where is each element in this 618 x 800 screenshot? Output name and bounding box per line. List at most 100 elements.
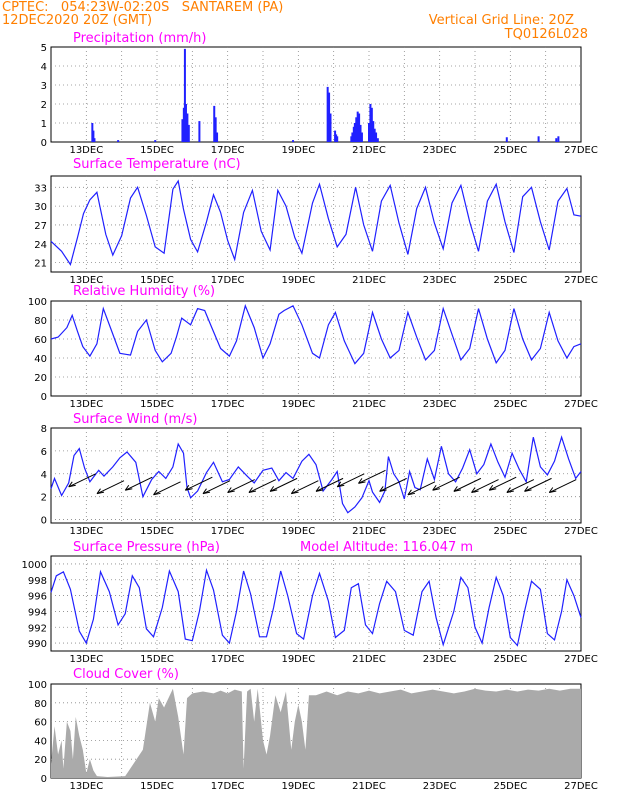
temperature-frame [50, 175, 582, 273]
pressure-xtick-label: 25DEC [493, 654, 527, 665]
humidity-xtick-label: 25DEC [493, 399, 527, 410]
wind-vector-head [453, 486, 461, 492]
precipitation-bar [326, 86, 329, 142]
wind-vector-head [290, 488, 299, 495]
precipitation-bar [198, 121, 201, 142]
humidity-frame [50, 300, 582, 397]
wind-vector-head [202, 488, 211, 495]
precipitation-frame [50, 46, 582, 143]
precipitation-xtick-label: 25DEC [493, 145, 527, 156]
precipitation-bar [292, 140, 295, 142]
precipitation-ytick-label: 1 [41, 119, 47, 130]
wind-vector-head [248, 487, 257, 494]
temperature-ytick-label: 21 [34, 259, 47, 270]
precipitation-bar [351, 132, 354, 142]
wind-vector [337, 473, 365, 488]
precipitation-xtick-label: 27DEC [564, 145, 598, 156]
pressure-ytick-label: 998 [28, 576, 47, 587]
precipitation-bar [356, 111, 359, 142]
precipitation-bar [355, 117, 358, 142]
cloud-xtick-label: 27DEC [564, 781, 598, 792]
cloud-ytick-label: 0 [41, 774, 47, 785]
wind-vector-head [432, 484, 440, 491]
wind-vector [202, 480, 231, 495]
pressure-ytick-label: 990 [28, 639, 47, 650]
cloud-xtick-label: 17DEC [211, 781, 245, 792]
precipitation-xtick-label: 19DEC [281, 145, 315, 156]
precipitation-bar [373, 128, 376, 142]
temperature-line [50, 179, 582, 266]
temperature-xtick-label: 19DEC [281, 275, 315, 286]
wind-vector-head [124, 484, 133, 491]
pressure-xtick-label: 23DEC [423, 654, 457, 665]
humidity-xtick-label: 15DEC [140, 399, 174, 410]
wind-line [50, 435, 582, 514]
wind-vector [248, 479, 277, 493]
precipitation-bar [358, 113, 361, 142]
pressure-xtick-label: 17DEC [211, 654, 245, 665]
wind-vector [453, 477, 482, 492]
wind-vector-head [548, 487, 557, 494]
pressure-frame [50, 555, 582, 652]
humidity-ytick-label: 80 [34, 316, 47, 327]
wind-vector-head [227, 487, 235, 494]
run-time-line: 12DEC2020 20Z (GMT) [2, 13, 153, 28]
pressure-title: Surface Pressure (hPa) [73, 540, 220, 555]
pressure-ytick-label: 992 [28, 623, 47, 634]
precipitation-bar [187, 124, 190, 142]
pressure-annotation: Model Altitude: 116.047 m [300, 540, 473, 555]
cloud-xtick-label: 13DEC [69, 781, 103, 792]
wind-vector-head [315, 486, 324, 492]
precipitation-bar [375, 132, 378, 142]
precipitation-bar [335, 134, 338, 142]
temperature-xtick-label: 21DEC [352, 275, 386, 286]
wind-xtick-label: 23DEC [423, 526, 457, 537]
product-code: TQ0126L028 [504, 27, 588, 42]
precipitation-ytick-label: 0 [41, 138, 47, 149]
pressure-xtick-label: 13DEC [69, 654, 103, 665]
pressure-xtick-label: 27DEC [564, 654, 598, 665]
cloud-ytick-label: 60 [34, 718, 47, 729]
humidity-ytick-label: 0 [41, 392, 47, 403]
temperature-xtick-label: 13DEC [69, 275, 103, 286]
wind-vector-head [269, 486, 278, 492]
wind-vector-head [68, 481, 76, 488]
precipitation-bar [183, 48, 186, 142]
humidity-xtick-label: 17DEC [211, 399, 245, 410]
precipitation-xtick-label: 21DEC [352, 145, 386, 156]
wind-vector [291, 480, 319, 495]
humidity-title: Relative Humidity (%) [73, 284, 215, 299]
precipitation-bar [214, 117, 217, 142]
cloud-xtick-label: 23DEC [423, 781, 457, 792]
wind-vector [185, 476, 213, 491]
precipitation-ytick-label: 4 [41, 62, 47, 73]
wind-vector [227, 479, 255, 493]
wind-xtick-label: 13DEC [69, 526, 103, 537]
precipitation-title: Precipitation (mm/h) [73, 31, 206, 46]
wind-xtick-label: 25DEC [493, 526, 527, 537]
precipitation-bar [334, 130, 337, 142]
precipitation-bar [555, 138, 558, 142]
wind-vector [358, 469, 386, 484]
humidity-ytick-label: 20 [34, 373, 47, 384]
wind-vector-head [471, 487, 479, 494]
wind-vector-head [506, 487, 514, 494]
cloud-title: Cloud Cover (%) [73, 667, 179, 682]
cloud-xtick-label: 25DEC [493, 781, 527, 792]
precipitation-bar [184, 104, 187, 142]
wind-vector [153, 481, 181, 496]
temperature-xtick-label: 17DEC [211, 275, 245, 286]
humidity-ytick-label: 60 [34, 335, 47, 346]
pressure-ytick-label: 996 [28, 592, 47, 603]
humidity-ytick-label: 40 [34, 354, 47, 365]
precipitation-bar [369, 104, 372, 142]
temperature-ytick-label: 33 [34, 183, 47, 194]
cloud-xtick-label: 15DEC [140, 781, 174, 792]
humidity-line [50, 303, 582, 365]
wind-vector [269, 477, 298, 492]
precipitation-bar [91, 123, 94, 142]
pressure-ytick-label: 994 [28, 607, 47, 618]
temperature-ytick-label: 27 [34, 221, 47, 232]
precipitation-ytick-label: 3 [41, 81, 47, 92]
wind-vector [379, 477, 407, 492]
